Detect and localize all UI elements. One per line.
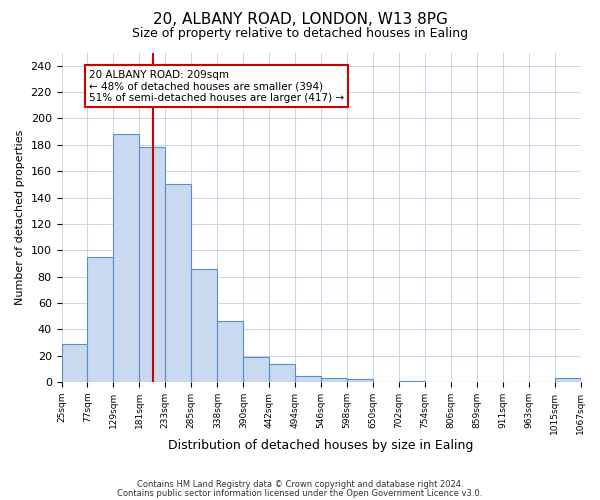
Bar — [554, 378, 581, 382]
Bar — [88, 257, 113, 382]
Bar — [217, 322, 244, 382]
Text: 20 ALBANY ROAD: 209sqm
← 48% of detached houses are smaller (394)
51% of semi-de: 20 ALBANY ROAD: 209sqm ← 48% of detached… — [89, 70, 344, 103]
Bar — [347, 380, 373, 382]
Bar — [113, 134, 139, 382]
Bar — [244, 357, 269, 382]
Text: Contains public sector information licensed under the Open Government Licence v3: Contains public sector information licen… — [118, 488, 482, 498]
Text: 20, ALBANY ROAD, LONDON, W13 8PG: 20, ALBANY ROAD, LONDON, W13 8PG — [152, 12, 448, 28]
Bar — [321, 378, 347, 382]
Y-axis label: Number of detached properties: Number of detached properties — [15, 130, 25, 305]
Text: Size of property relative to detached houses in Ealing: Size of property relative to detached ho… — [132, 28, 468, 40]
Bar — [139, 148, 165, 382]
Bar — [399, 381, 425, 382]
Bar — [295, 376, 321, 382]
Bar — [165, 184, 191, 382]
Bar — [62, 344, 88, 382]
Bar — [269, 364, 295, 382]
X-axis label: Distribution of detached houses by size in Ealing: Distribution of detached houses by size … — [169, 440, 474, 452]
Bar — [191, 268, 217, 382]
Text: Contains HM Land Registry data © Crown copyright and database right 2024.: Contains HM Land Registry data © Crown c… — [137, 480, 463, 489]
